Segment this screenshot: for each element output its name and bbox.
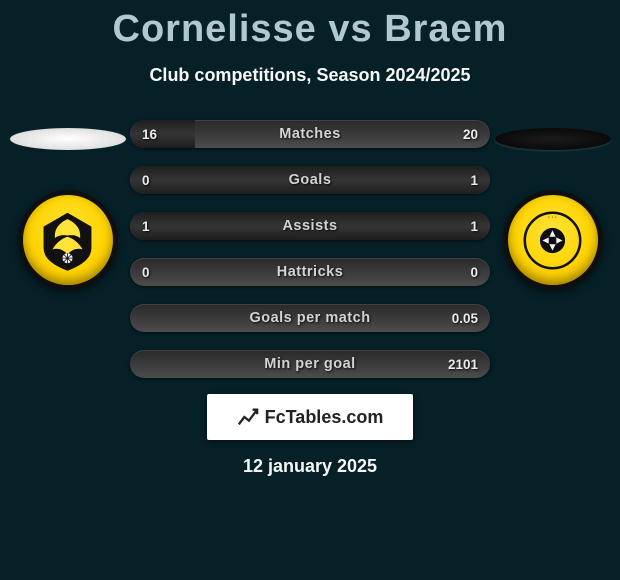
stat-label: Goals per match	[130, 304, 490, 332]
stat-label: Matches	[130, 120, 490, 148]
stat-value-right: 0	[470, 258, 478, 286]
player-left-marker	[10, 128, 126, 150]
page-title: Cornelisse vs Braem	[0, 8, 620, 51]
eagle-crest-icon	[36, 209, 99, 272]
stat-row: 1Assists1	[130, 212, 490, 240]
stat-value-right: 1	[470, 212, 478, 240]
stat-row: 0Goals1	[130, 166, 490, 194]
stat-label: Hattricks	[130, 258, 490, 286]
footer-date: 12 january 2025	[0, 456, 620, 477]
stat-value-right: 20	[463, 120, 478, 148]
player-right-column: · · ·	[490, 120, 615, 290]
stat-value-right: 1	[470, 166, 478, 194]
stat-row: Goals per match0.05	[130, 304, 490, 332]
content-row: 16Matches200Goals11Assists10Hattricks0Go…	[0, 120, 620, 378]
player-left-badge	[18, 190, 118, 290]
player-right-badge: · · ·	[503, 190, 603, 290]
stat-row: 0Hattricks0	[130, 258, 490, 286]
stat-row: Min per goal2101	[130, 350, 490, 378]
page-subtitle: Club competitions, Season 2024/2025	[0, 65, 620, 86]
player-right-marker	[495, 128, 611, 150]
stat-label: Min per goal	[130, 350, 490, 378]
attribution-label: FcTables.com	[237, 406, 384, 428]
stat-row: 16Matches20	[130, 120, 490, 148]
club-crest-icon: · · ·	[521, 209, 584, 272]
attribution-text: FcTables.com	[265, 407, 384, 428]
comparison-card: Cornelisse vs Braem Club competitions, S…	[0, 0, 620, 580]
svg-text:· · ·: · · ·	[548, 215, 557, 221]
stat-value-right: 2101	[448, 350, 478, 378]
attribution-badge[interactable]: FcTables.com	[207, 394, 413, 440]
player-left-column	[5, 120, 130, 290]
stat-label: Assists	[130, 212, 490, 240]
stat-value-right: 0.05	[452, 304, 478, 332]
stats-column: 16Matches200Goals11Assists10Hattricks0Go…	[130, 120, 490, 378]
chart-growth-icon	[237, 406, 259, 428]
stat-label: Goals	[130, 166, 490, 194]
